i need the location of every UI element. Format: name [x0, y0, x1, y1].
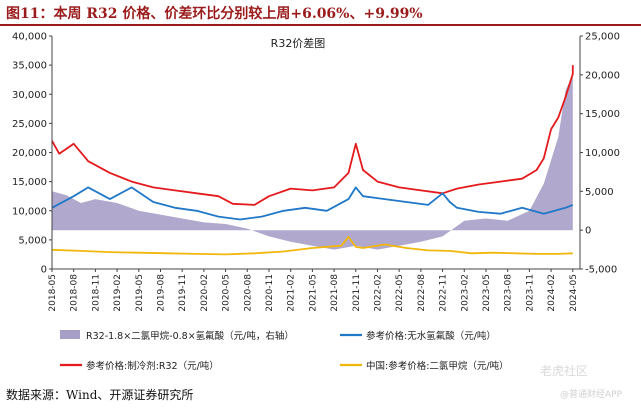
right-tick-label: 25,000 [585, 32, 620, 43]
x-tick-label: 2020-11 [265, 274, 275, 312]
x-tick-label: 2023-05 [482, 274, 492, 312]
x-tick-label: 2022-08 [417, 274, 427, 312]
left-tick-label: 35,000 [12, 61, 47, 72]
right-tick-label: 10,000 [585, 148, 620, 159]
x-tick-label: 2018-05 [48, 274, 58, 312]
series-hf-line [51, 186, 574, 221]
right-tick-label: 20,000 [585, 70, 620, 81]
right-tick-label: 0 [585, 226, 591, 237]
axes-layer: 0 5,000 10,000 15,000 20,000 25,000 30,000 35,0… [12, 32, 620, 312]
left-tick-label: 10,000 [12, 206, 47, 217]
legend: R32-1.8×二氯甲烷-0.8×氢氟酸（元/吨，右轴） 参考价格:无水氢氟酸（元… [60, 330, 509, 372]
left-tick-label: 15,000 [12, 177, 47, 188]
watermark-sub: @普通财经APP [560, 390, 623, 400]
x-tick-label: 2021-05 [308, 274, 318, 312]
right-tick-label: -5,000 [585, 265, 617, 276]
price-lines-layer [51, 65, 574, 256]
legend-label: R32-1.8×二氯甲烷-0.8×氢氟酸（元/吨，右轴） [86, 330, 294, 342]
x-tick-label: 2018-08 [70, 274, 80, 312]
x-tick-label: 2019-11 [178, 274, 188, 312]
x-tick-label: 2024-05 [569, 274, 579, 312]
x-tick-label: 2019-05 [135, 274, 145, 312]
spread-area-layer [52, 74, 573, 250]
x-tick-label: 2023-08 [504, 274, 514, 312]
left-tick-label: 5,000 [18, 235, 47, 246]
x-tick-label: 2019-02 [113, 274, 123, 312]
series-ch2cl2-line [51, 236, 573, 256]
legend-label: 中国:参考价格:二氯甲烷（元/吨） [366, 360, 509, 372]
right-tick-label: 5,000 [585, 187, 614, 198]
x-tick-label: 2022-11 [439, 274, 449, 312]
x-tick-label: 2024-02 [547, 274, 557, 312]
left-tick-label: 25,000 [12, 119, 47, 130]
x-tick-label: 2020-08 [243, 274, 253, 312]
x-tick-label: 2018-11 [91, 274, 101, 312]
left-tick-label: 40,000 [12, 32, 47, 43]
x-tick-label: 2021-02 [287, 274, 297, 312]
x-tick-label: 2019-08 [156, 274, 166, 312]
left-tick-label: 0 [41, 265, 47, 276]
x-tick-label: 2022-05 [395, 274, 405, 312]
series-spread-area [52, 74, 573, 250]
watermark: 老虎社区 [540, 364, 589, 378]
figure-title: 图11：本周 R32 价格、价差环比分别较上周+6.06%、+9.99% [6, 6, 423, 22]
legend-swatch-spread [60, 330, 80, 339]
x-tick-label: 2023-02 [460, 274, 470, 312]
left-tick-label: 30,000 [12, 90, 47, 101]
source-note: 数据来源：Wind、开源证券研究所 [6, 388, 194, 402]
x-tick-label: 2020-02 [200, 274, 210, 312]
legend-label: 参考价格:无水氢氟酸（元/吨） [366, 330, 496, 342]
x-tick-label: 2021-08 [330, 274, 340, 312]
right-tick-label: 15,000 [585, 109, 620, 120]
x-tick-label: 2022-02 [373, 274, 383, 312]
x-tick-label: 2020-05 [222, 274, 232, 312]
title-rule [0, 24, 641, 26]
r32-spread-chart: 0 5,000 10,000 15,000 20,000 25,000 30,000 35,0… [12, 32, 620, 373]
series-r32-line [51, 65, 574, 206]
left-tick-label: 20,000 [12, 148, 47, 159]
x-tick-label: 2021-11 [352, 274, 362, 312]
x-tick-label: 2023-11 [525, 274, 535, 312]
legend-label: 参考价格:制冷剂:R32（元/吨） [86, 360, 219, 372]
chart-title: R32价差图 [271, 36, 326, 50]
